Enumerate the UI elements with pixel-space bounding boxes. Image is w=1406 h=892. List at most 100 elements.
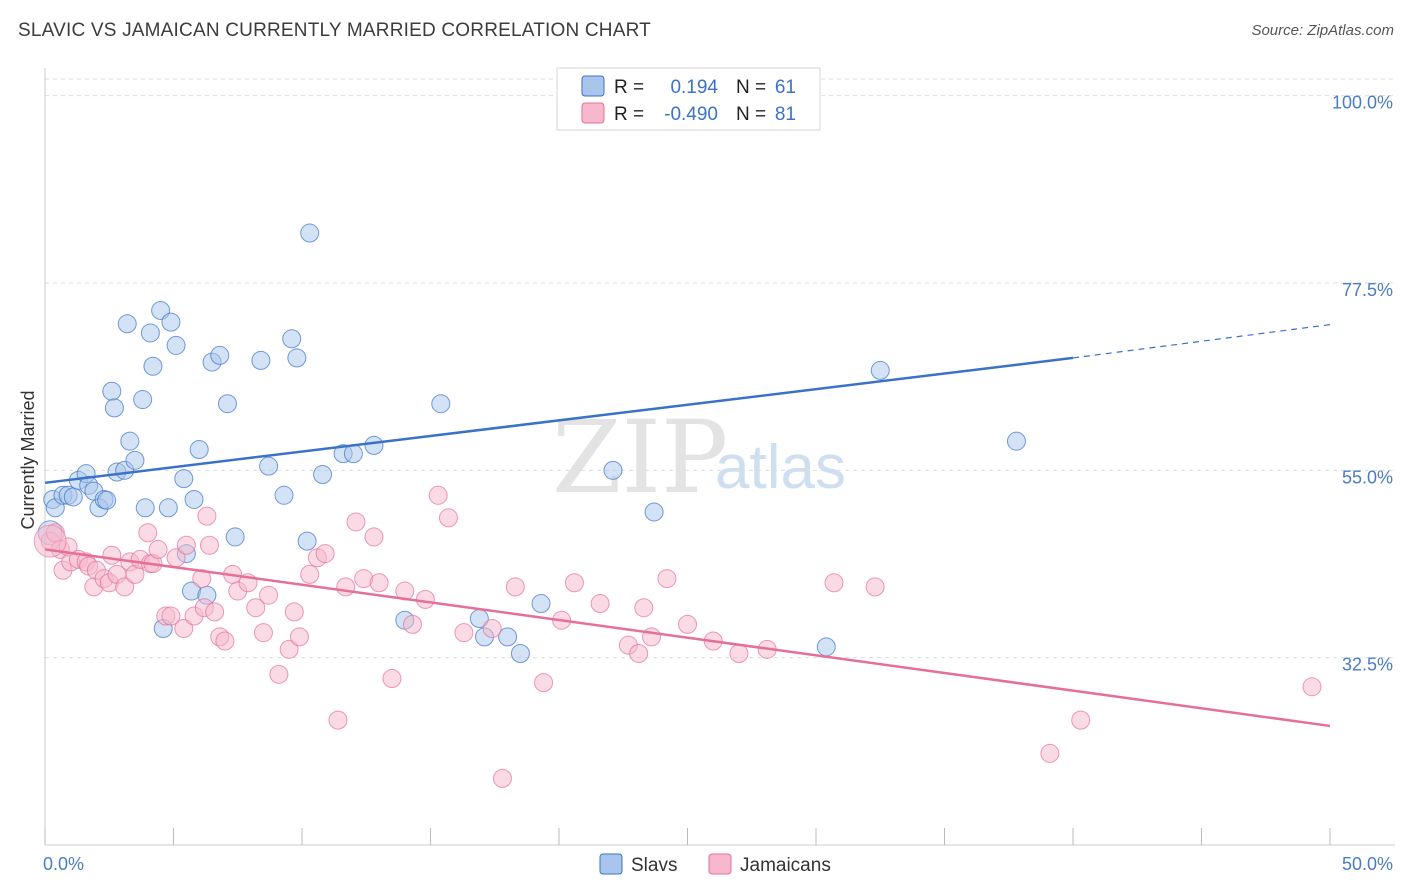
legend-n-label-2: N =: [736, 104, 766, 125]
slavs-point: [644, 502, 664, 522]
slavs-point: [1006, 431, 1026, 451]
slavs-point: [816, 637, 836, 657]
bottom-legend-swatch-slavs: [599, 853, 623, 875]
jamaicans-point: [33, 524, 67, 558]
bottom-legend-label-slavs: Slavs: [631, 855, 677, 876]
jamaicans-point: [678, 614, 697, 634]
slavs-point: [97, 490, 117, 510]
jamaicans-point: [428, 485, 448, 505]
jamaicans-point: [403, 614, 423, 634]
slavs-point: [143, 356, 163, 376]
slavs-point: [364, 435, 384, 455]
series-legend: Slavs Jamaicans: [599, 853, 831, 876]
jamaicans-point: [300, 564, 320, 584]
legend-swatch-jamaicans: [581, 102, 605, 124]
jamaicans-point: [176, 535, 196, 555]
slavs-point: [603, 460, 623, 480]
slavs-point: [282, 329, 302, 349]
jamaicans-points: [33, 485, 1322, 788]
slavs-point: [117, 314, 137, 334]
watermark-atlas: atlas: [715, 433, 846, 502]
jamaicans-point: [246, 598, 266, 618]
legend-r-value-1: 0.194: [670, 77, 718, 98]
slavs-point: [274, 485, 294, 505]
jamaicans-point: [199, 535, 219, 555]
slavs-trend-line: [44, 356, 1074, 485]
slavs-point: [174, 469, 194, 489]
jamaicans-point: [102, 545, 122, 565]
jamaicans-point: [505, 577, 525, 597]
x-tick-label: 0.0%: [43, 854, 84, 874]
x-tick-label: 50.0%: [1342, 854, 1393, 874]
jamaicans-point: [148, 539, 168, 559]
jamaicans-point: [279, 639, 299, 659]
jamaicans-point: [284, 602, 304, 622]
legend-r-label-2: R =: [614, 104, 644, 125]
jamaicans-point: [438, 508, 458, 528]
jamaicans-point: [657, 569, 677, 589]
jamaicans-point: [729, 644, 749, 663]
slavs-point: [431, 394, 451, 414]
slavs-point: [210, 345, 230, 365]
jamaicans-point: [482, 619, 502, 639]
jamaicans-point: [161, 606, 181, 626]
y-tick-label: 55.0%: [1342, 467, 1393, 487]
slavs-point: [259, 456, 279, 476]
jamaicans-point: [289, 627, 309, 647]
jamaicans-point: [328, 710, 348, 730]
jamaicans-point: [382, 668, 402, 688]
jamaicans-point: [364, 527, 384, 547]
source-note: Source: ZipAtlas.com: [1251, 22, 1394, 39]
y-tick-label: 77.5%: [1342, 280, 1393, 300]
slavs-point: [125, 450, 145, 470]
axes: [44, 68, 1395, 846]
slavs-point: [140, 323, 160, 343]
jamaicans-point: [454, 623, 474, 643]
jamaicans-point: [1071, 710, 1091, 730]
jamaicans-point: [629, 644, 649, 663]
slavs-points: [37, 223, 1026, 663]
trend-lines: [44, 324, 1331, 728]
jamaicans-point: [197, 506, 217, 526]
jamaicans-point: [865, 577, 885, 597]
legend-swatch-slavs: [581, 75, 605, 97]
slavs-point: [870, 360, 890, 380]
chart-title: SLAVIC VS JAMAICAN CURRENTLY MARRIED COR…: [18, 20, 651, 41]
correlation-legend: R = 0.194 N = 61 R = -0.490 N = 81: [556, 67, 821, 131]
grid-lines: [45, 78, 1395, 659]
jamaicans-point: [369, 573, 389, 593]
jamaicans-point: [115, 577, 135, 597]
y-tick-label: 100.0%: [1332, 93, 1393, 113]
slavs-point: [217, 394, 237, 414]
slavs-point: [531, 594, 551, 614]
tick-labels: 32.5% 55.0% 77.5% 100.0% 0.0% 50.0%: [43, 93, 1393, 874]
jamaicans-point: [634, 598, 654, 618]
slavs-point: [158, 498, 178, 518]
jamaicans-point: [346, 512, 366, 532]
slavs-point: [135, 498, 155, 518]
slavs-point: [189, 440, 209, 460]
watermark-zip: ZIP: [552, 399, 728, 516]
bottom-legend-swatch-jamaicans: [708, 853, 732, 875]
slavs-point: [184, 489, 204, 509]
bottom-legend-label-jamaicans: Jamaicans: [740, 855, 831, 876]
jamaicans-point: [259, 585, 279, 605]
jamaicans-point: [174, 619, 194, 639]
jamaicans-point: [205, 602, 225, 622]
legend-n-value-2: 81: [775, 104, 796, 125]
jamaicans-point: [564, 573, 584, 593]
jamaicans-trend-line: [44, 548, 1331, 728]
jamaicans-point: [253, 623, 273, 643]
y-tick-label: 32.5%: [1342, 655, 1393, 675]
slavs-trend-extension: [1072, 324, 1331, 359]
slavs-point: [102, 381, 122, 401]
slavs-point: [287, 348, 307, 368]
slavs-point: [166, 335, 186, 355]
jamaicans-point: [1040, 743, 1060, 763]
y-axis-label: Currently Married: [18, 390, 38, 529]
jamaicans-point: [269, 664, 289, 684]
jamaicans-point: [215, 631, 235, 651]
slavs-point: [225, 527, 245, 547]
jamaicans-point: [336, 577, 356, 597]
legend-r-label-1: R =: [614, 77, 644, 98]
